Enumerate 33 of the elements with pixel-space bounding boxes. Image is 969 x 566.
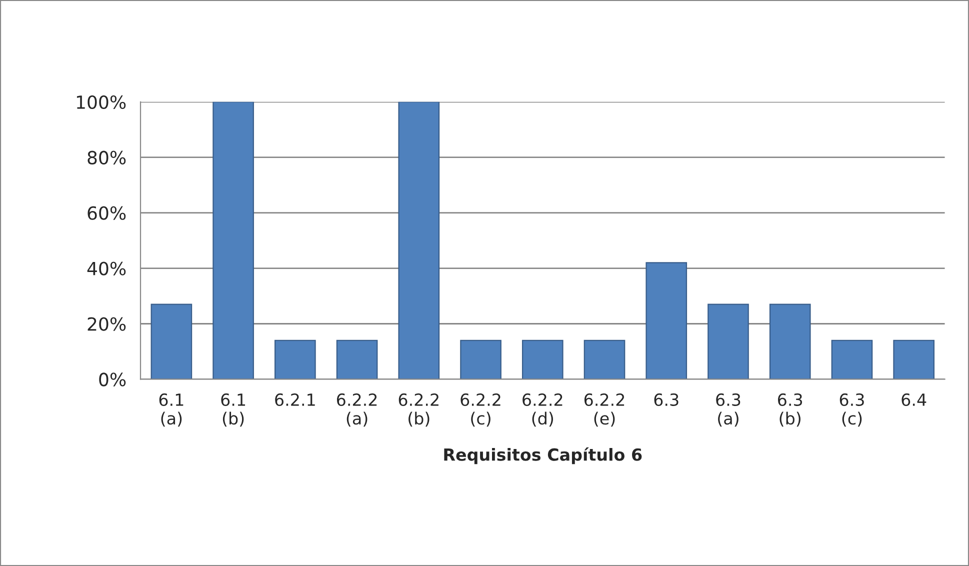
y-tick-label: 20% [88, 317, 126, 331]
y-tick-label: 100% [76, 95, 126, 109]
y-tick-label: 60% [88, 206, 126, 220]
bar [584, 340, 626, 380]
bar [336, 340, 378, 380]
x-tick-label: 6.2.2 (b) [398, 393, 438, 427]
bar [150, 304, 192, 380]
x-tick-label: 6.3 [654, 393, 678, 406]
x-tick-label: 6.1 (a) [159, 393, 184, 427]
y-tick-label: 40% [87, 262, 126, 276]
y-tick-label: 0% [99, 372, 126, 386]
x-axis-title: Requisitos Capítulo 6 [444, 447, 642, 464]
bar [212, 102, 254, 380]
x-tick-label: 6.2.2 (e) [584, 393, 624, 427]
x-tick-label: 6.2.2 (d) [522, 393, 562, 427]
x-tick-label: 6.2.2 (c) [460, 393, 500, 427]
bar [893, 340, 935, 380]
x-tick-label: 6.4 [902, 393, 926, 406]
bar [460, 340, 502, 380]
bar [646, 262, 688, 380]
bar [522, 340, 564, 380]
x-tick-label: 6.2.1 [275, 393, 315, 406]
bar [274, 340, 316, 380]
x-tick-label: 6.3 (b) [778, 393, 802, 427]
x-tick-label: 6.1 (b) [221, 393, 246, 427]
x-tick-label: 6.3 (c) [840, 393, 864, 427]
bar [831, 340, 873, 380]
x-tick-label: 6.2.2 (a) [337, 393, 377, 427]
bar [398, 102, 440, 380]
bar [708, 304, 749, 380]
bar [769, 304, 811, 380]
x-tick-label: 6.3 (a) [716, 393, 740, 427]
y-tick-label: 80% [88, 150, 126, 164]
